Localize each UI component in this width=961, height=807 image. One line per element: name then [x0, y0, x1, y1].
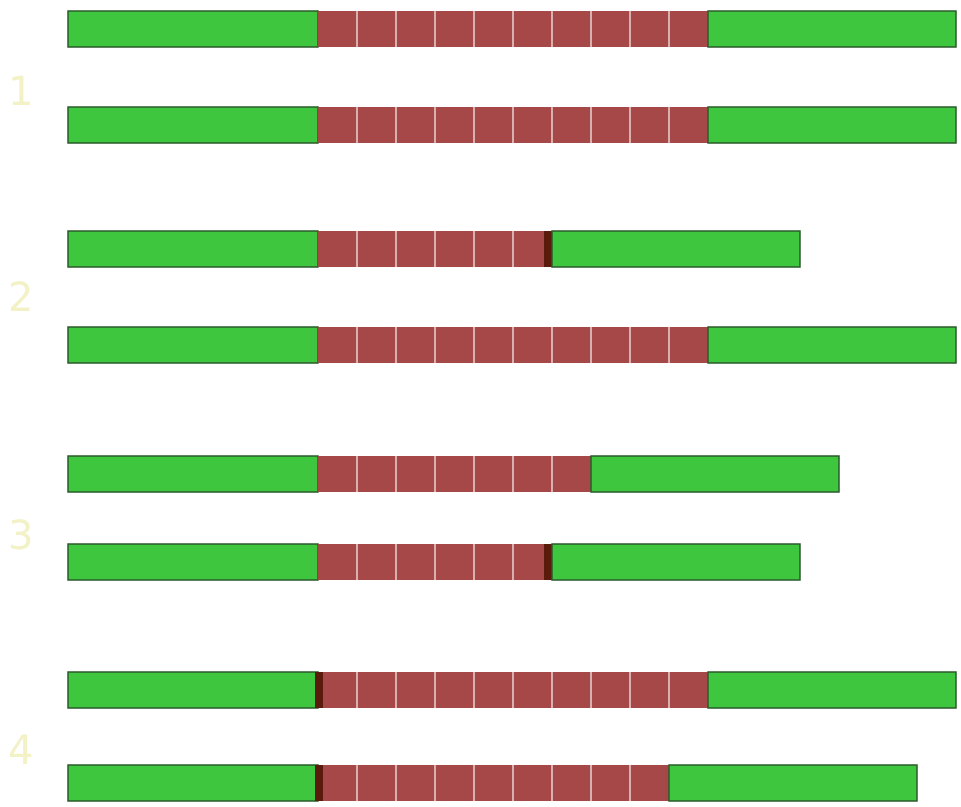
group-3-strand-1-left-flank: [67, 455, 319, 493]
group-4-strand-1-right-flank: [707, 671, 957, 709]
group-4-strand-1-left-flank: [67, 671, 319, 709]
group-3-strand-2-right-flank: [551, 543, 801, 581]
group-1-strand-1-left-flank: [67, 10, 319, 48]
group-2-strand-1-right-flank: [551, 230, 801, 268]
group-4-strand-2-right-flank: [668, 764, 918, 802]
group-3-strand-1-repeat-region: [318, 456, 591, 492]
group-label-4: 4: [8, 728, 34, 774]
group-4-strand-2-left-flank: [67, 764, 319, 802]
group-4-strand-1-dark-start-marker: [315, 672, 323, 708]
group-4-strand-2-dark-start-marker: [315, 765, 323, 801]
group-label-1: 1: [8, 69, 34, 115]
group-3-strand-2-left-flank: [67, 543, 319, 581]
group-1-strand-1-right-flank: [707, 10, 957, 48]
group-label-3: 3: [8, 513, 34, 559]
group-4-strand-2-repeat-region: [318, 765, 669, 801]
group-3-strand-2-dark-end-marker: [544, 544, 552, 580]
group-3-strand-1-right-flank: [590, 455, 840, 493]
group-2-strand-2-left-flank: [67, 326, 319, 364]
group-1-strand-2-left-flank: [67, 106, 319, 144]
group-label-2: 2: [8, 275, 34, 321]
group-1-strand-2-right-flank: [707, 106, 957, 144]
group-2-strand-1-dark-end-marker: [544, 231, 552, 267]
group-2-strand-1-left-flank: [67, 230, 319, 268]
group-2-strand-2-right-flank: [707, 326, 957, 364]
